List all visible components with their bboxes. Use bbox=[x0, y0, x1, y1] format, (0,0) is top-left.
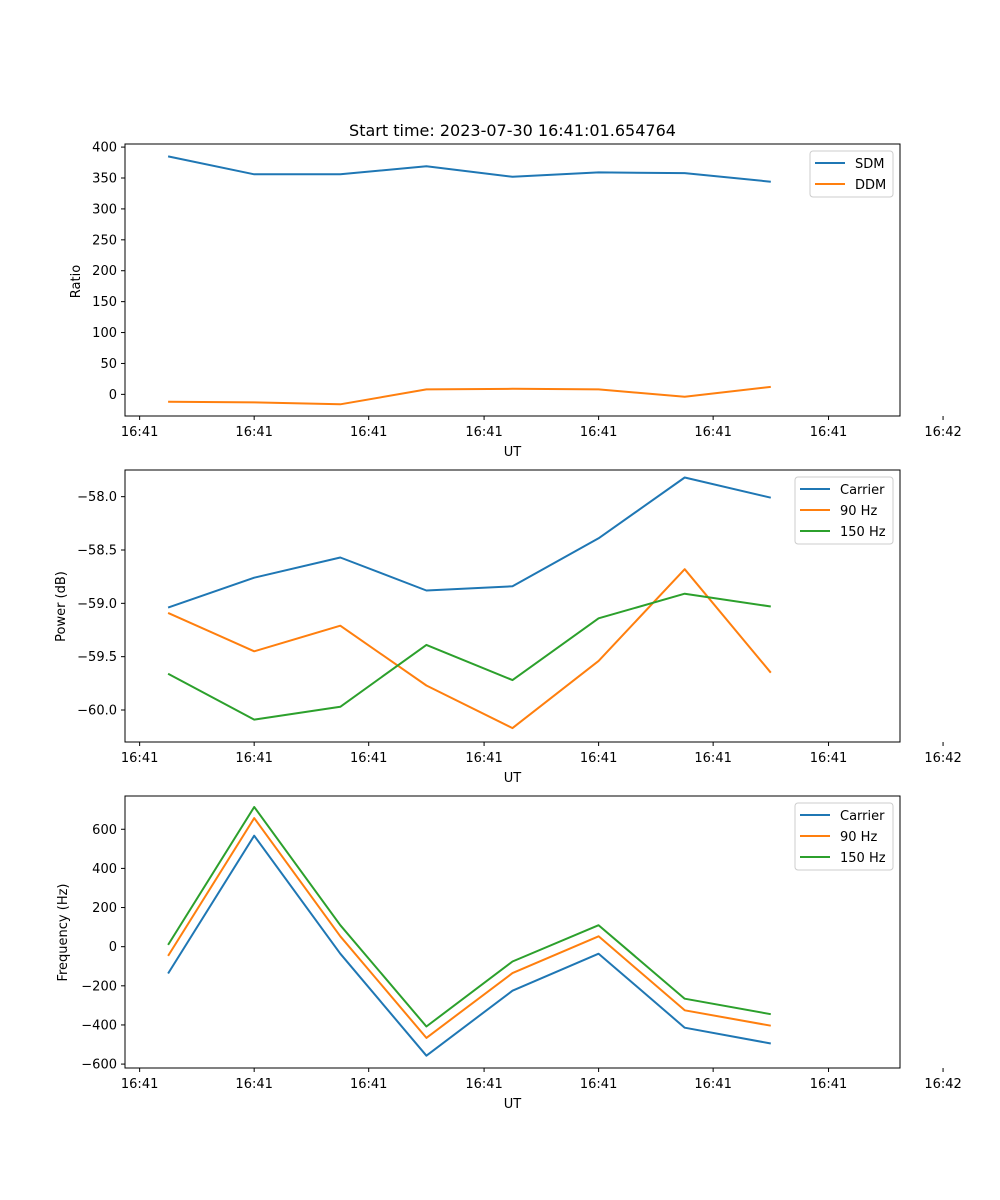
y-tick-label: 600 bbox=[92, 823, 117, 838]
frequency-panel: UT Frequency (Hz) 16:41 16:41 16:41 16:41 16… bbox=[56, 795, 962, 1112]
x-axis-label: UT bbox=[504, 771, 522, 786]
x-tick-label: 16:41 bbox=[810, 751, 847, 766]
ticks: 16:41 16:41 16:41 16:41 16:41 16:41 16:41 16:42… bbox=[92, 141, 962, 440]
x-tick-label: 16:41 bbox=[235, 751, 272, 766]
y-tick-label: −58.0 bbox=[77, 490, 117, 505]
legend: Carrier 90 Hz 150 Hz bbox=[794, 476, 894, 545]
x-axis-label: UT bbox=[504, 1097, 522, 1112]
x-axis-label: UT bbox=[504, 445, 522, 460]
series-line-90-hz bbox=[167, 568, 772, 730]
ratio-panel: Start time: 2023-07-30 16:41:01.654764 U… bbox=[69, 121, 962, 460]
y-tick-label: 250 bbox=[92, 233, 117, 248]
y-tick-label: 200 bbox=[92, 264, 117, 279]
legend-box bbox=[794, 802, 894, 871]
x-tick-label: 16:41 bbox=[694, 751, 731, 766]
axes-frame bbox=[124, 795, 901, 1069]
x-tick-label: 16:42 bbox=[924, 1077, 961, 1092]
y-tick-label: −400 bbox=[81, 1018, 117, 1033]
legend: SDM DDM bbox=[809, 150, 894, 198]
y-tick-label: −200 bbox=[81, 979, 117, 994]
legend: Carrier 90 Hz 150 Hz bbox=[794, 802, 894, 871]
y-tick-label: 400 bbox=[92, 862, 117, 877]
series-line-150-hz bbox=[167, 806, 771, 1028]
series-group bbox=[167, 806, 771, 1057]
series-group bbox=[167, 155, 771, 406]
x-tick-label: 16:41 bbox=[810, 425, 847, 440]
x-tick-label: 16:41 bbox=[121, 751, 158, 766]
y-tick-label: −60.0 bbox=[77, 704, 117, 719]
y-tick-label: −600 bbox=[81, 1058, 117, 1073]
legend-label-90hz: 90 Hz bbox=[840, 504, 877, 519]
series-line-ddm bbox=[168, 385, 771, 406]
chart-title: Start time: 2023-07-30 16:41:01.654764 bbox=[349, 121, 676, 140]
y-tick-label: −58.5 bbox=[77, 544, 117, 559]
series-line-carrier bbox=[167, 834, 771, 1057]
y-axis-label: Ratio bbox=[69, 265, 84, 298]
legend-label-carrier: Carrier bbox=[840, 809, 885, 824]
power-panel: UT Power (dB) 16:41 16:41 16:41 16:41 16:41 1… bbox=[54, 469, 962, 786]
y-tick-label: 100 bbox=[92, 326, 117, 341]
legend-label-sdm: SDM bbox=[855, 157, 884, 172]
axes-frame bbox=[124, 469, 901, 743]
x-tick-label: 16:41 bbox=[350, 751, 387, 766]
y-tick-label: 200 bbox=[92, 901, 117, 916]
x-tick-label: 16:41 bbox=[350, 1077, 387, 1092]
y-tick-label: −59.5 bbox=[77, 650, 117, 665]
legend-label-150hz: 150 Hz bbox=[840, 851, 886, 866]
x-tick-label: 16:41 bbox=[580, 425, 617, 440]
x-tick-label: 16:41 bbox=[694, 425, 731, 440]
ticks: 16:41 16:41 16:41 16:41 16:41 16:41 16:41 16:42… bbox=[81, 823, 962, 1092]
legend-label-carrier: Carrier bbox=[840, 483, 885, 498]
series-line-90-hz bbox=[167, 817, 771, 1039]
y-tick-label: 300 bbox=[92, 202, 117, 217]
series-line-sdm bbox=[167, 155, 771, 183]
y-tick-label: 0 bbox=[109, 388, 117, 403]
x-tick-label: 16:41 bbox=[350, 425, 387, 440]
x-tick-label: 16:41 bbox=[235, 425, 272, 440]
ticks: 16:41 16:41 16:41 16:41 16:41 16:41 16:41 16:42… bbox=[77, 490, 962, 766]
y-tick-label: 400 bbox=[92, 141, 117, 156]
x-tick-label: 16:41 bbox=[810, 1077, 847, 1092]
y-axis-label: Power (dB) bbox=[54, 571, 69, 642]
legend-label-90hz: 90 Hz bbox=[840, 830, 877, 845]
x-tick-label: 16:41 bbox=[235, 1077, 272, 1092]
series-line-150-hz bbox=[167, 592, 771, 721]
x-tick-label: 16:41 bbox=[121, 425, 158, 440]
y-tick-label: 0 bbox=[109, 940, 117, 955]
x-tick-label: 16:41 bbox=[580, 751, 617, 766]
y-axis-label: Frequency (Hz) bbox=[56, 883, 71, 981]
x-tick-label: 16:41 bbox=[465, 1077, 502, 1092]
axes-frame bbox=[124, 143, 901, 417]
x-tick-label: 16:41 bbox=[121, 1077, 158, 1092]
legend-label-150hz: 150 Hz bbox=[840, 525, 886, 540]
series-group bbox=[167, 476, 772, 730]
legend-label-ddm: DDM bbox=[855, 178, 886, 193]
y-tick-label: −59.0 bbox=[77, 597, 117, 612]
y-tick-label: 350 bbox=[92, 172, 117, 187]
x-tick-label: 16:41 bbox=[465, 751, 502, 766]
y-tick-label: 50 bbox=[100, 357, 117, 372]
x-tick-label: 16:41 bbox=[465, 425, 502, 440]
x-tick-label: 16:41 bbox=[694, 1077, 731, 1092]
x-tick-label: 16:42 bbox=[924, 425, 961, 440]
legend-box bbox=[794, 476, 894, 545]
series-line-carrier bbox=[167, 476, 772, 609]
x-tick-label: 16:41 bbox=[580, 1077, 617, 1092]
y-tick-label: 150 bbox=[92, 295, 117, 310]
x-tick-label: 16:42 bbox=[924, 751, 961, 766]
